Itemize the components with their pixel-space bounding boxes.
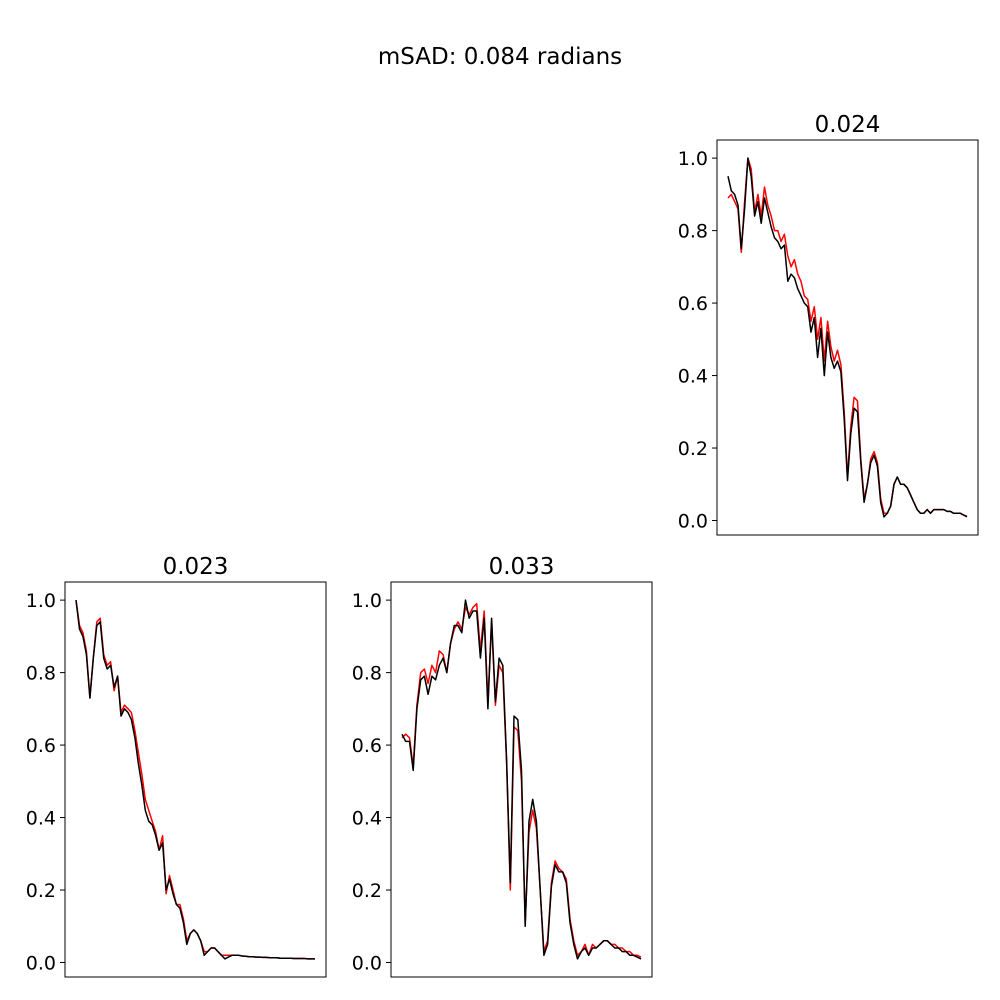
y-tick-label: 0.8 (352, 663, 382, 685)
estimate-line (75, 600, 315, 960)
y-tick-label: 0.6 (26, 735, 56, 757)
subplot-top-right: 0.024 0.0 0.2 0.4 0.6 0.8 1.0 (678, 112, 979, 536)
y-tick-label: 0.0 (678, 511, 708, 533)
y-tick-label: 0.2 (352, 880, 382, 902)
y-tick-label: 0.4 (678, 366, 708, 388)
y-tick-label: 0.2 (678, 438, 708, 460)
y-tick-label: 0.6 (678, 293, 708, 315)
subplot-title: 0.024 (815, 112, 881, 138)
reference-line (727, 157, 968, 517)
estimate-line (401, 599, 642, 960)
y-tick-label: 0.8 (26, 663, 56, 685)
y-tick-label: 1.0 (352, 590, 382, 612)
axes-frame (716, 139, 979, 536)
axes-frame (64, 581, 327, 978)
y-tick-label: 0.0 (352, 953, 382, 975)
y-tick-label: 1.0 (678, 148, 708, 170)
reference-line (75, 599, 315, 960)
y-tick-label: 0.0 (26, 953, 56, 975)
y-tick-label: 0.4 (26, 808, 56, 830)
figure-title: mSAD: 0.084 radians (377, 44, 623, 70)
estimate-line (727, 157, 968, 518)
y-tick-label: 0.4 (352, 808, 382, 830)
y-tick-label: 1.0 (26, 590, 56, 612)
subplot-title: 0.023 (163, 554, 229, 580)
y-tick-label: 0.8 (678, 221, 708, 243)
subplot-bottom-middle: 0.033 0.0 0.2 0.4 0.6 0.8 1.0 (352, 554, 653, 978)
subplot-title: 0.033 (489, 554, 555, 580)
y-tick-label: 0.2 (26, 880, 56, 902)
y-tick-label: 0.6 (352, 735, 382, 757)
axes-frame (390, 581, 653, 978)
subplot-bottom-left: 0.023 0.0 0.2 0.4 0.6 0.8 1.0 (26, 554, 327, 978)
